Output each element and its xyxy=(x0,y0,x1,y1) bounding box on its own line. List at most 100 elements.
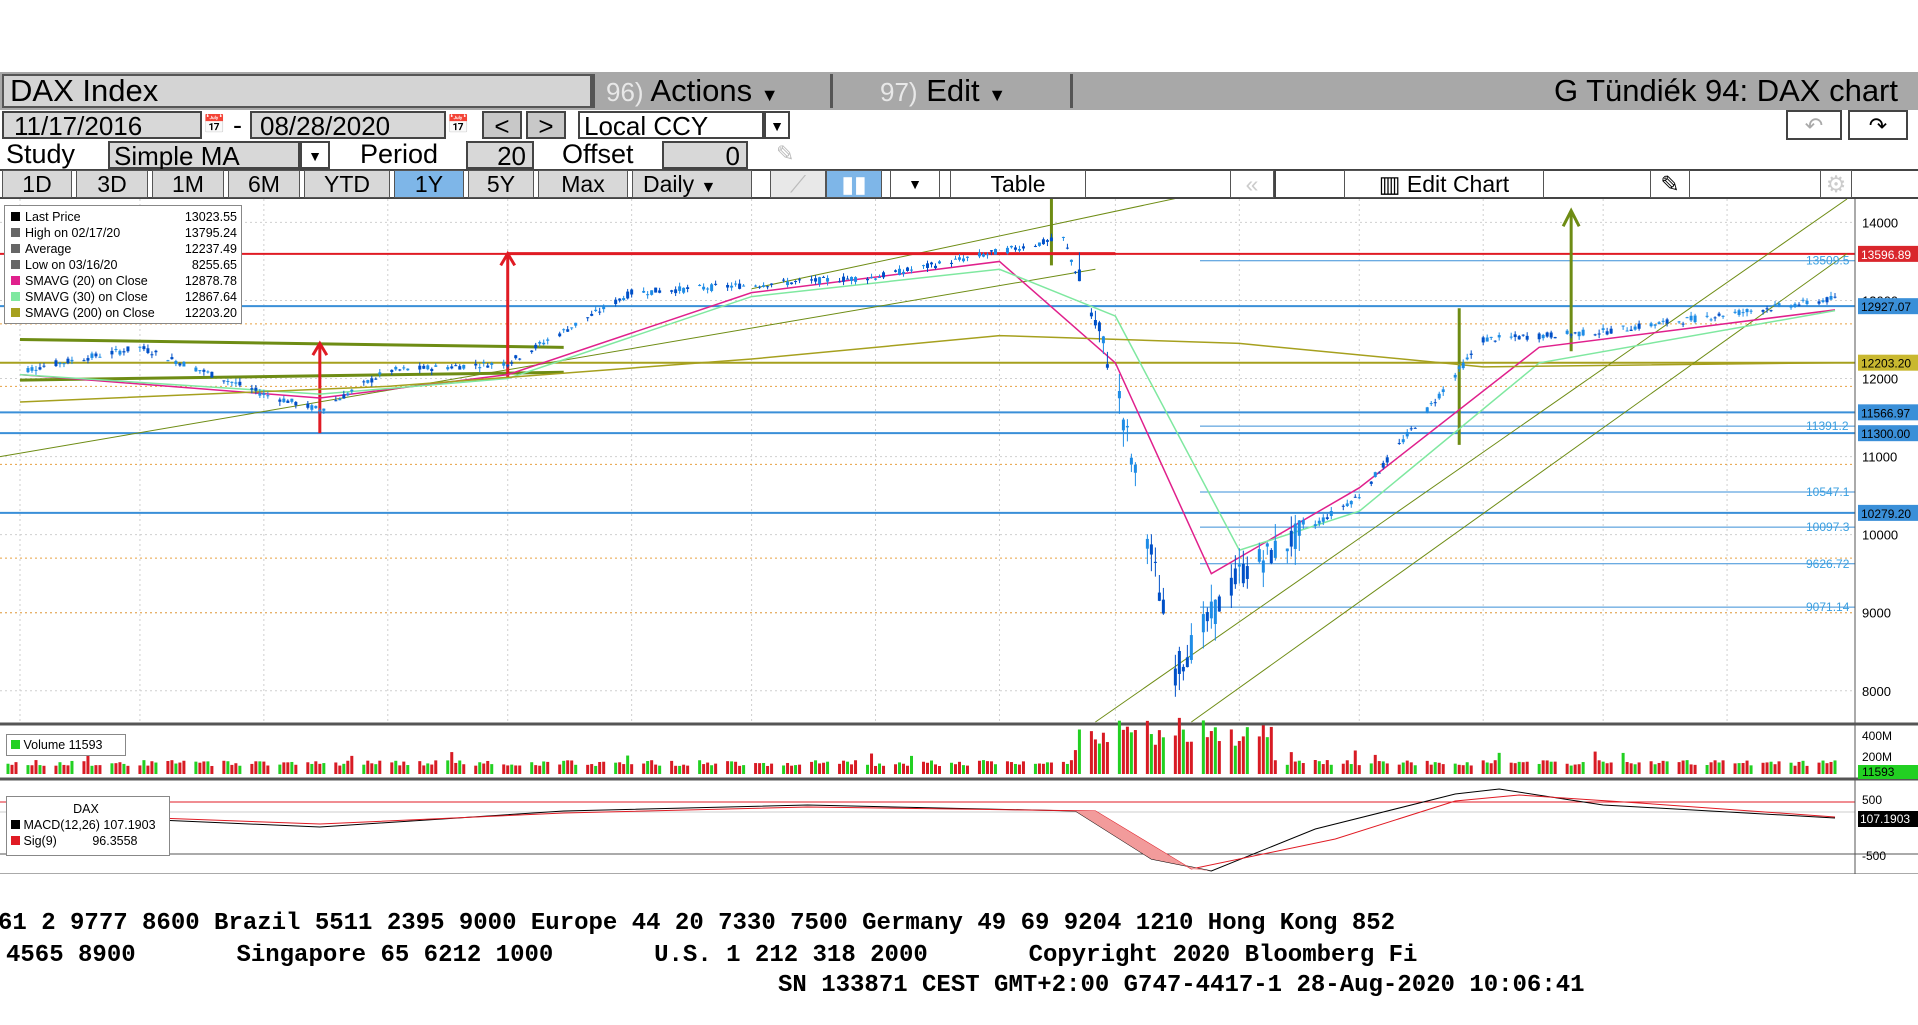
gear-icon[interactable]: ⚙ xyxy=(1820,170,1852,198)
edit-menu[interactable]: 97) Edit ▼ xyxy=(880,74,1006,108)
volume-bar xyxy=(1125,726,1129,774)
tab-max[interactable]: Max xyxy=(538,170,628,198)
volume-bar xyxy=(370,763,374,774)
tab-6m[interactable]: 6M xyxy=(228,170,300,198)
chevron-down-icon[interactable]: ▼ xyxy=(300,141,330,169)
candle-body xyxy=(1825,297,1829,303)
legend-label: Low on 03/16/20 xyxy=(25,258,118,272)
price-chart[interactable]: 80009000100001100012000130001400013596.8… xyxy=(0,199,1918,874)
volume-bar xyxy=(342,763,346,774)
candle-body xyxy=(370,378,374,383)
volume-bar xyxy=(1177,717,1181,774)
candle-body xyxy=(122,351,126,353)
tab-3d[interactable]: 3D xyxy=(76,170,148,198)
candle-body xyxy=(514,355,518,359)
volume-bar xyxy=(210,765,214,774)
candle-body xyxy=(1105,364,1109,368)
candle-body xyxy=(1257,549,1261,562)
price-tag-label: 10279.20 xyxy=(1861,507,1911,521)
chart-grid xyxy=(0,199,1855,722)
redo-icon[interactable]: ↷ xyxy=(1848,110,1908,140)
tab-5y[interactable]: 5Y xyxy=(468,170,534,198)
line-chart-icon[interactable]: ⟋ xyxy=(770,170,826,198)
frequency-select[interactable]: Daily ▼ xyxy=(632,170,752,198)
arrow-head xyxy=(311,340,329,356)
candle-body xyxy=(1453,374,1457,378)
legend-label: High on 02/17/20 xyxy=(25,226,121,240)
candle-body xyxy=(993,249,997,255)
study-select[interactable]: Simple MA xyxy=(108,141,300,169)
fib-label: 9626.72 xyxy=(1806,557,1850,571)
candle-body xyxy=(338,398,342,401)
candle-body xyxy=(646,294,650,296)
period-input[interactable]: 20 xyxy=(466,141,534,169)
chevron-down-icon[interactable]: ▼ xyxy=(764,111,790,139)
candle-body xyxy=(174,360,178,365)
volume-bar xyxy=(754,763,758,774)
ticker-field[interactable]: DAX Index xyxy=(2,74,592,108)
candle-body xyxy=(346,393,350,396)
volume-bar xyxy=(1629,763,1633,774)
volume-bar xyxy=(646,761,650,774)
candle-body xyxy=(374,378,378,380)
chevron-down-icon[interactable]: ▼ xyxy=(890,170,940,198)
pencil-icon[interactable]: ✎ xyxy=(776,141,795,166)
actions-menu[interactable]: 96) Actions ▼ xyxy=(606,74,779,108)
volume-bar xyxy=(798,764,802,774)
volume-bar xyxy=(1209,731,1213,774)
macd-tick-label: 500 xyxy=(1862,793,1882,807)
candle-body xyxy=(1273,540,1277,558)
volume-bar xyxy=(1569,765,1573,774)
tab-ytd[interactable]: YTD xyxy=(304,170,390,198)
candle-body xyxy=(949,262,953,264)
offset-input[interactable]: 0 xyxy=(662,141,748,169)
currency-select[interactable]: Local CCY xyxy=(578,111,764,139)
volume-tag xyxy=(1858,765,1918,779)
volume-bar xyxy=(1241,736,1245,774)
annotate-icon[interactable]: ✎ xyxy=(1650,170,1690,198)
calendar-icon[interactable]: 📅 xyxy=(203,114,226,134)
next-range-button[interactable]: > xyxy=(526,111,566,139)
candle-body xyxy=(562,329,566,331)
end-date-field[interactable]: 08/28/2020 xyxy=(250,111,446,139)
legend-value: 12237.49 xyxy=(184,242,237,256)
signal-label: Sig(9) xyxy=(23,834,57,848)
candlestick-icon[interactable]: ▮▮ xyxy=(826,170,882,198)
candle-body xyxy=(1481,337,1485,343)
price-tick-label: 14000 xyxy=(1862,215,1898,230)
candle-body xyxy=(622,298,626,301)
candle-body xyxy=(1069,259,1073,262)
table-button[interactable]: Table xyxy=(950,170,1086,198)
fib-label: 13509.5 xyxy=(1806,254,1850,268)
legend-value: 8255.65 xyxy=(191,258,237,272)
lower-panels xyxy=(0,717,1918,872)
volume-bar xyxy=(322,763,326,774)
tab-1y[interactable]: 1Y xyxy=(394,170,464,198)
tab-1m[interactable]: 1M xyxy=(152,170,224,198)
candle-body xyxy=(590,313,594,316)
tab-1d[interactable]: 1D xyxy=(2,170,72,198)
candle-body xyxy=(510,362,514,364)
resistance-line xyxy=(19,338,564,349)
double-chevron-left-icon[interactable]: « xyxy=(1230,170,1274,198)
candle-body xyxy=(1313,524,1317,526)
candle-body xyxy=(1233,568,1237,585)
candle-body xyxy=(754,285,758,287)
macd-tick-label: -500 xyxy=(1862,849,1886,863)
volume-bar xyxy=(114,763,118,774)
calendar-icon[interactable]: 📅 xyxy=(447,114,470,134)
edit-chart-button[interactable]: ▥ Edit Chart xyxy=(1344,170,1544,198)
undo-icon[interactable]: ↶ xyxy=(1786,110,1842,140)
volume-bar xyxy=(1721,760,1725,774)
candle-body xyxy=(118,350,122,355)
candle-body xyxy=(54,360,58,367)
volume-bar xyxy=(94,765,98,774)
volume-bar xyxy=(989,761,993,774)
candle-body xyxy=(1297,520,1301,536)
start-date-field[interactable]: 11/17/2016 xyxy=(2,111,202,139)
candle-body xyxy=(1777,303,1781,306)
legend-row: Average 12237.49 xyxy=(11,241,237,257)
prev-range-button[interactable]: < xyxy=(482,111,522,139)
volume-bar xyxy=(1593,751,1597,774)
signal-value: 96.3558 xyxy=(92,834,138,848)
